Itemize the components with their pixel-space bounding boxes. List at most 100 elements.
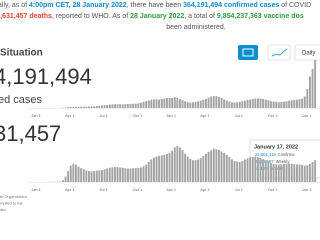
bar [249, 99, 252, 108]
bar [199, 158, 202, 182]
bar [132, 103, 135, 108]
bar [111, 167, 114, 182]
bar [311, 69, 314, 108]
bar [171, 150, 174, 182]
x-tick-label: Jan 1 [31, 113, 42, 118]
bar [176, 146, 179, 182]
bar [309, 163, 311, 182]
period-label: Daily [302, 51, 315, 57]
bar [210, 96, 213, 108]
x-tick-label: Oct 1 [268, 113, 278, 118]
bar [129, 168, 132, 182]
icon [271, 48, 288, 57]
x-tick-label: Jan 1 [31, 187, 42, 192]
bar [270, 163, 272, 182]
bar [90, 171, 93, 182]
bar [176, 98, 179, 108]
bar [101, 170, 103, 182]
bar [210, 150, 213, 182]
bar [311, 162, 314, 182]
bar [283, 101, 285, 108]
summary-text: , a total of [184, 13, 217, 20]
x-tick-label: Apr 1 [200, 113, 210, 118]
bar [142, 166, 145, 182]
tooltip-box [249, 139, 320, 179]
bar [153, 99, 155, 108]
bar [108, 104, 111, 108]
bar [298, 99, 301, 108]
bar [62, 180, 64, 182]
bar [309, 76, 311, 108]
bar [134, 103, 137, 108]
chart-button[interactable] [238, 45, 258, 60]
section-title: Situation [0, 48, 43, 59]
bar [285, 101, 288, 108]
bar [166, 98, 168, 108]
x-tick-label: Oct 1 [268, 187, 278, 192]
bar [218, 150, 220, 182]
bar [155, 99, 158, 108]
tooltip-date: January 17, 2022 [254, 144, 298, 150]
bar [179, 147, 181, 182]
caption: ed cases [0, 94, 43, 106]
bar [80, 168, 83, 182]
bar [267, 161, 270, 182]
bar [111, 104, 114, 108]
bar [231, 102, 233, 108]
bar [119, 167, 122, 182]
bar [95, 106, 98, 108]
bar [290, 100, 293, 108]
bar [106, 168, 109, 182]
bar [272, 163, 275, 182]
bar [238, 101, 241, 108]
bar [251, 156, 254, 182]
bar [306, 89, 309, 108]
bar [88, 106, 90, 108]
tooltip-row: 22,801,118 Confirme [255, 152, 295, 157]
footer-text: th Organization [0, 194, 27, 199]
bar [108, 167, 111, 182]
bar [241, 160, 244, 182]
summary-line: 5,631,457 deaths, reported to WHO. As of… [0, 13, 304, 20]
x-tick-label: Oct 1 [133, 187, 143, 192]
bar [145, 101, 148, 108]
x-tick-label: Apr 1 [65, 187, 75, 192]
bar [124, 168, 127, 182]
x-tick-label: Jul 1 [235, 113, 244, 118]
x-tick-label: Oct 1 [133, 113, 143, 118]
bar [223, 152, 226, 182]
bar [90, 106, 93, 108]
bar [220, 151, 223, 182]
bar [163, 154, 166, 182]
summary-text: , there have been [127, 2, 183, 9]
bar [277, 102, 280, 108]
bar [155, 156, 158, 182]
x-tick-label: Jul 1 [99, 113, 108, 118]
bar [145, 164, 148, 182]
bar [82, 106, 85, 108]
bar [259, 158, 262, 182]
bar [142, 102, 145, 108]
bar [262, 159, 265, 182]
period-button[interactable] [294, 44, 320, 61]
bar [95, 170, 98, 182]
bar [275, 164, 278, 182]
summary-text: , reported to WHO. As of [52, 13, 130, 20]
tooltip-value: 2,265,997 [255, 159, 274, 164]
bar [215, 149, 218, 182]
bar [259, 98, 262, 108]
bar [103, 105, 106, 108]
bar [303, 96, 306, 108]
bar [173, 147, 176, 182]
bar [150, 99, 153, 108]
bar [264, 99, 267, 108]
bar [114, 104, 116, 108]
bar [186, 156, 189, 182]
bar [290, 163, 293, 182]
bar [233, 102, 236, 108]
bar [272, 101, 275, 108]
line-button[interactable] [267, 44, 291, 61]
bar [215, 96, 218, 108]
bar [301, 98, 304, 108]
x-tick-label: Jan 1 [166, 113, 177, 118]
